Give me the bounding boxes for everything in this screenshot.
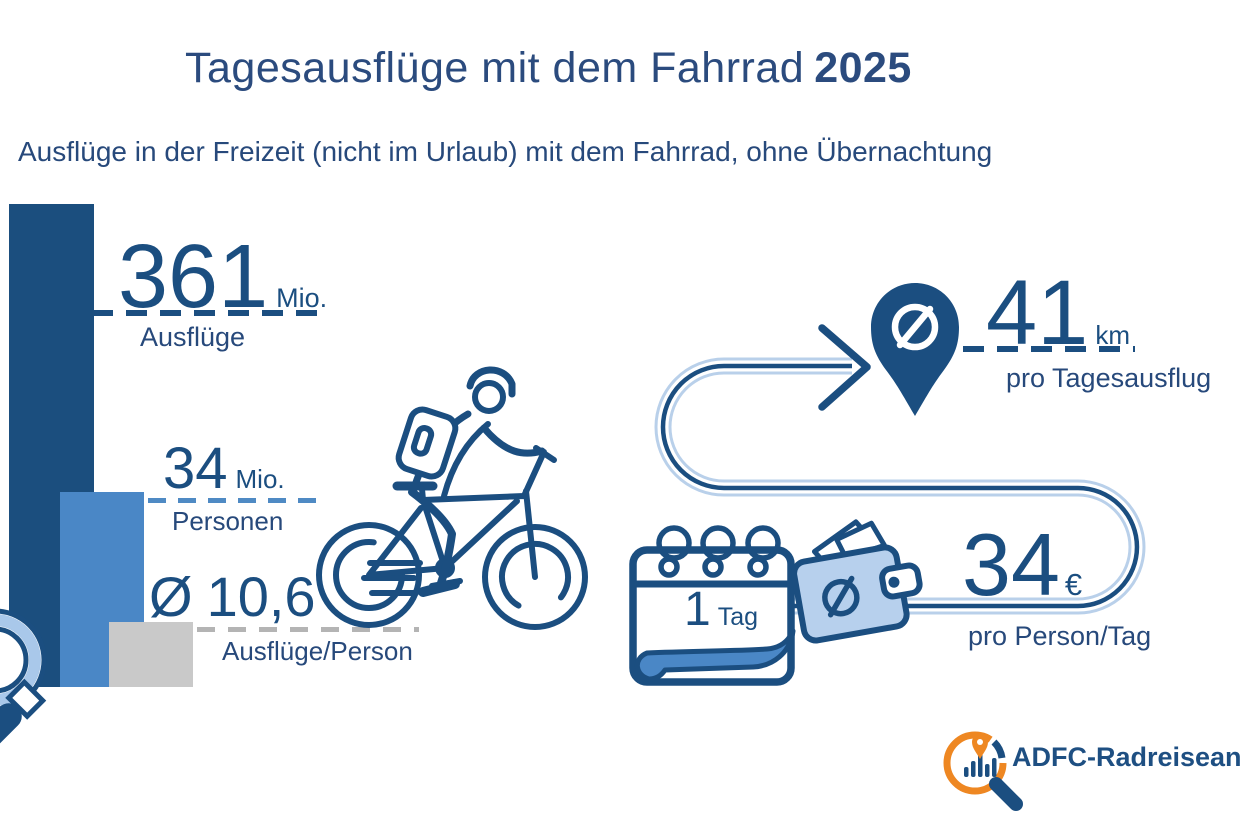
- stat-distanz: 41 km: [986, 267, 1130, 359]
- route-path-icon: [620, 300, 1180, 650]
- label-ausfluege-pro-person: Ausflüge/Person: [222, 636, 413, 666]
- stat-distanz-unit: km: [1095, 320, 1131, 350]
- diameter-symbol: Ø: [149, 565, 193, 628]
- label-personen: Personen: [172, 506, 284, 536]
- page-title-year: 2025: [814, 44, 912, 92]
- logo-bars-icon: [964, 753, 997, 777]
- calendar-icon: [621, 512, 806, 692]
- location-pin-icon: [862, 274, 968, 420]
- stat-ausfluege-value: 361: [118, 227, 269, 327]
- page-title: Tagesausflüge mit dem Fahrrad 2025: [185, 44, 912, 93]
- stat-kosten-unit: €: [1064, 567, 1083, 602]
- stat-dauer-unit: Tag: [717, 603, 759, 631]
- label-ausfluege: Ausflüge: [140, 322, 246, 352]
- adfc-logo-label: ADFC-Radreiseanalyse: [1012, 742, 1240, 772]
- stat-ausfluege: 361 Mio.: [118, 232, 327, 322]
- adfc-logo-icon: [936, 712, 1036, 814]
- logo-pin-icon: [972, 734, 988, 759]
- dash-line-distanz: [963, 346, 1135, 352]
- stat-ausfluege-pro-person: Ø 10,6: [149, 569, 316, 625]
- stat-ausfluege-pro-person-value: 10,6: [206, 565, 316, 628]
- label-distanz: pro Tagesausflug: [1006, 363, 1212, 393]
- dash-line-ausfluege: [92, 310, 320, 316]
- wallet-icon: [780, 512, 940, 657]
- stat-personen: 34 Mio.: [163, 440, 285, 498]
- stat-dauer-value: 1: [684, 583, 711, 636]
- dash-line-ausfluege-pro-person: [197, 627, 419, 632]
- bar-ausfluege-pro-person: [109, 622, 193, 687]
- magnifier-icon: [0, 596, 140, 801]
- stat-kosten: 34 €: [962, 521, 1082, 609]
- stat-distanz-value: 41: [986, 262, 1089, 364]
- page-subtitle: Ausflüge in der Freizeit (nicht im Urlau…: [18, 136, 993, 167]
- page-title-main: Tagesausflüge mit dem Fahrrad: [185, 44, 805, 92]
- stat-dauer: 1 Tag: [684, 586, 758, 634]
- stat-ausfluege-unit: Mio.: [276, 283, 328, 313]
- cyclist-icon: [292, 334, 622, 670]
- route-arrow-icon: [818, 324, 871, 411]
- label-kosten: pro Person/Tag: [968, 621, 1152, 651]
- stat-personen-unit: Mio.: [235, 464, 285, 494]
- stat-kosten-value: 34: [962, 515, 1060, 614]
- dash-line-personen: [148, 498, 325, 503]
- stat-personen-value: 34: [163, 436, 228, 501]
